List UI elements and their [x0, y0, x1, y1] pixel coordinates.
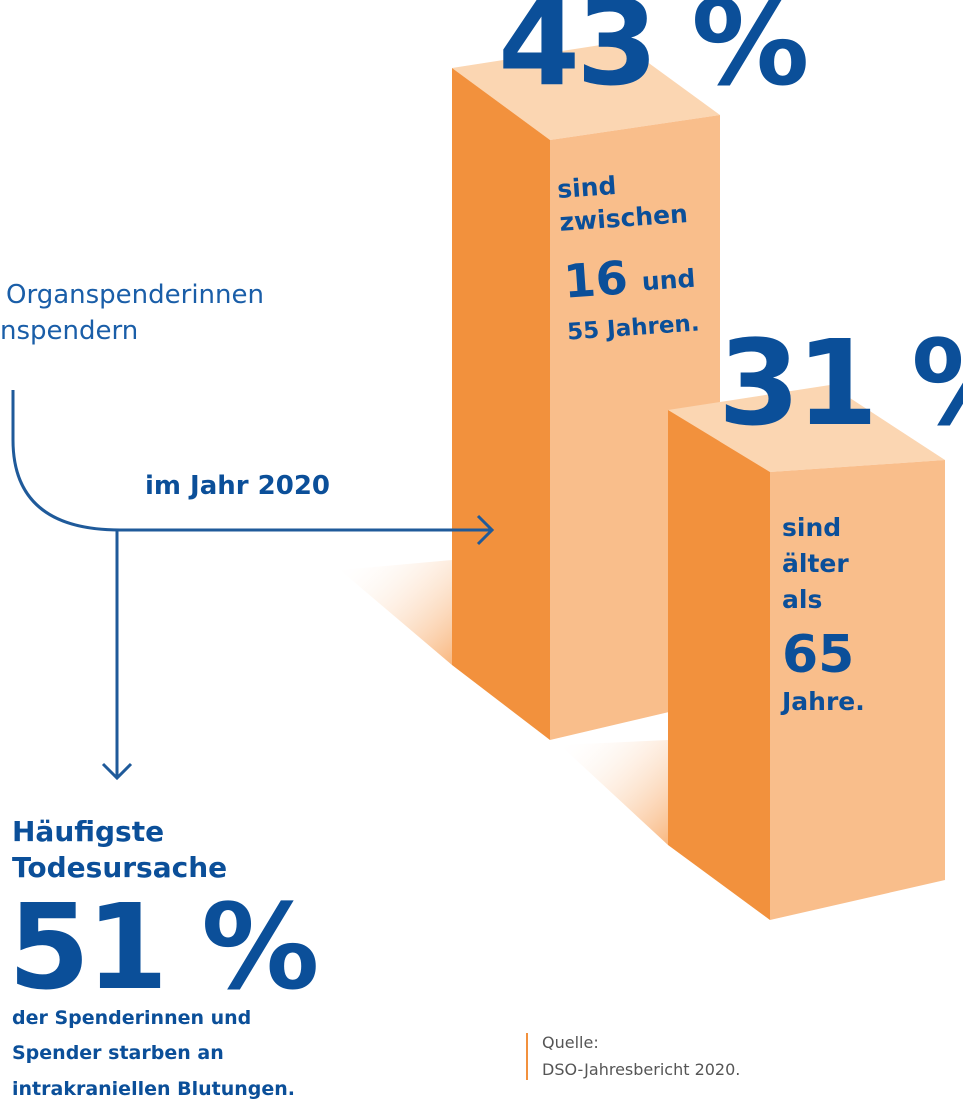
bar-top — [452, 42, 720, 140]
arrow-line — [11, 390, 490, 532]
cause-text: intrakraniellen Blutungen. — [12, 1078, 295, 1100]
bar-text: Jahre. — [780, 687, 865, 716]
bar-text: als — [782, 585, 822, 614]
shadow — [560, 740, 668, 845]
bar-front — [668, 410, 770, 920]
intro-text: nspendern — [0, 316, 138, 346]
bar-number: 16 — [562, 250, 630, 308]
cause-heading: Häufigste — [12, 815, 164, 848]
arrow-head — [101, 762, 133, 781]
timeline-label: im Jahr 2020 — [145, 471, 330, 501]
bar-number: 65 — [782, 625, 854, 685]
source-text: DSO-Jahresbericht 2020. — [542, 1060, 740, 1079]
arrow-head — [476, 514, 495, 546]
source-label: Quelle: — [542, 1033, 599, 1052]
bar-text: sind — [782, 513, 841, 542]
cause-heading: Todesursache — [12, 851, 227, 884]
percent: 31 % — [718, 314, 963, 452]
bar-side — [770, 460, 945, 920]
percent: 43 % — [498, 0, 806, 112]
bar-top — [668, 385, 945, 472]
cause-percent: 51 % — [8, 878, 316, 1016]
bar-text: und — [641, 264, 696, 297]
cause-text: Spender starben an — [12, 1042, 224, 1064]
bar-text: sind — [556, 171, 617, 204]
shadow — [340, 560, 452, 665]
intro-text: Organspenderinnen — [6, 280, 264, 310]
bar-front — [452, 68, 550, 740]
cause-text: der Spenderinnen und — [12, 1007, 251, 1029]
bar-text: älter — [782, 549, 849, 578]
